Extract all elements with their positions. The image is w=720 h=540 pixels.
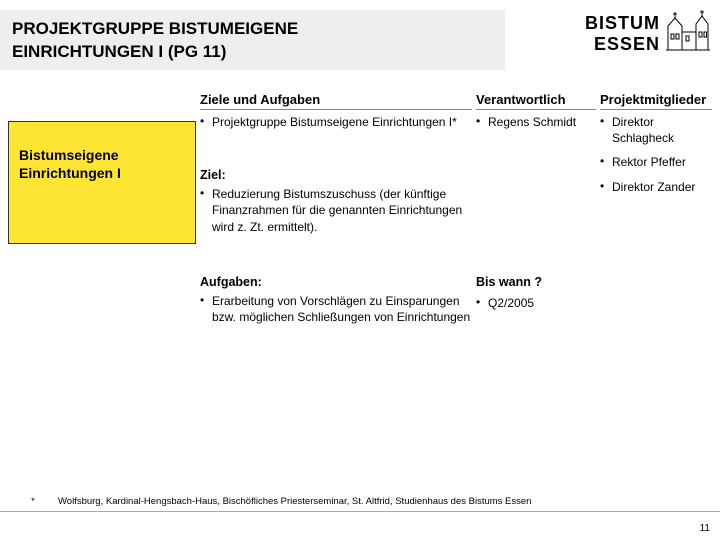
ziel-heading: Ziel: <box>200 168 472 182</box>
cat-line1: Bistumseigene <box>19 147 119 163</box>
mitglied-3: • Direktor Zander <box>600 179 712 195</box>
pg-bullet: • Projektgruppe Bistumseigene Einrichtun… <box>200 114 472 130</box>
title-line1: PROJEKTGRUPPE BISTUMEIGENE <box>12 19 298 38</box>
pg-label: Projektgruppe Bistumseigene Einrichtunge… <box>212 114 472 130</box>
col-mitglieder-header: Projektmitglieder <box>600 92 712 110</box>
logo: BISTUM ESSEN <box>585 10 710 57</box>
col-ziele: • Projektgruppe Bistumseigene Einrichtun… <box>200 114 472 329</box>
column-headers: Ziele und Aufgaben Verantwortlich Projek… <box>200 92 712 110</box>
col-ziele-header: Ziele und Aufgaben <box>200 92 472 110</box>
title-line2: EINRICHTUNGEN I (PG 11) <box>12 42 226 61</box>
bullet-icon: • <box>476 295 488 311</box>
bullet-icon: • <box>600 114 612 146</box>
mitglied-3-text: Direktor Zander <box>612 179 712 195</box>
aufgaben-bullet: • Erarbeitung von Vorschlägen zu Einspar… <box>200 293 472 325</box>
mitglied-1-text: Direktor Schlagheck <box>612 114 712 146</box>
mitglied-2: • Rektor Pfeffer <box>600 154 712 170</box>
header-band: PROJEKTGRUPPE BISTUMEIGENE EINRICHTUNGEN… <box>0 10 505 70</box>
page-title: PROJEKTGRUPPE BISTUMEIGENE EINRICHTUNGEN… <box>12 18 493 64</box>
biswann-heading: Bis wann ? <box>476 275 626 289</box>
page-number: 11 <box>700 523 710 534</box>
aufgaben-heading: Aufgaben: <box>200 275 472 289</box>
bullet-icon: • <box>476 114 488 130</box>
biswann-block: Bis wann ? • Q2/2005 <box>476 275 626 315</box>
cat-line2: Einrichtungen I <box>19 165 121 181</box>
footnote: * Wolfsburg, Kardinal-Hengsbach-Haus, Bi… <box>0 496 720 512</box>
ziel-block: Ziel: • Reduzierung Bistumszuschuss (der… <box>200 168 472 235</box>
content-row: • Projektgruppe Bistumseigene Einrichtun… <box>200 114 712 329</box>
col-verantwortlich-header: Verantwortlich <box>476 92 596 110</box>
verantwortlich-bullet: • Regens Schmidt <box>476 114 596 130</box>
logo-line2: ESSEN <box>585 34 660 55</box>
biswann-value: Q2/2005 <box>488 295 626 311</box>
bullet-icon: • <box>200 293 212 325</box>
mitglied-1: • Direktor Schlagheck <box>600 114 712 146</box>
biswann-bullet: • Q2/2005 <box>476 295 626 311</box>
bullet-icon: • <box>200 186 212 235</box>
verantwortlich-text: Regens Schmidt <box>488 114 596 130</box>
bullet-icon: • <box>600 179 612 195</box>
aufgaben-text: Erarbeitung von Vorschlägen zu Einsparun… <box>212 293 472 325</box>
logo-line1: BISTUM <box>585 13 660 34</box>
bullet-icon: • <box>600 154 612 170</box>
aufgaben-block: Aufgaben: • Erarbeitung von Vorschlägen … <box>200 275 472 325</box>
mitglied-2-text: Rektor Pfeffer <box>612 154 712 170</box>
church-icon <box>666 10 710 57</box>
footnote-text: Wolfsburg, Kardinal-Hengsbach-Haus, Bisc… <box>58 496 712 507</box>
category-label: Bistumseigene Einrichtungen I <box>19 146 185 182</box>
category-box: Bistumseigene Einrichtungen I <box>8 121 196 244</box>
ziel-text: Reduzierung Bistumszuschuss (der künftig… <box>212 186 472 235</box>
ziel-bullet: • Reduzierung Bistumszuschuss (der künft… <box>200 186 472 235</box>
bullet-icon: • <box>200 114 212 130</box>
footnote-star: * <box>8 496 58 507</box>
